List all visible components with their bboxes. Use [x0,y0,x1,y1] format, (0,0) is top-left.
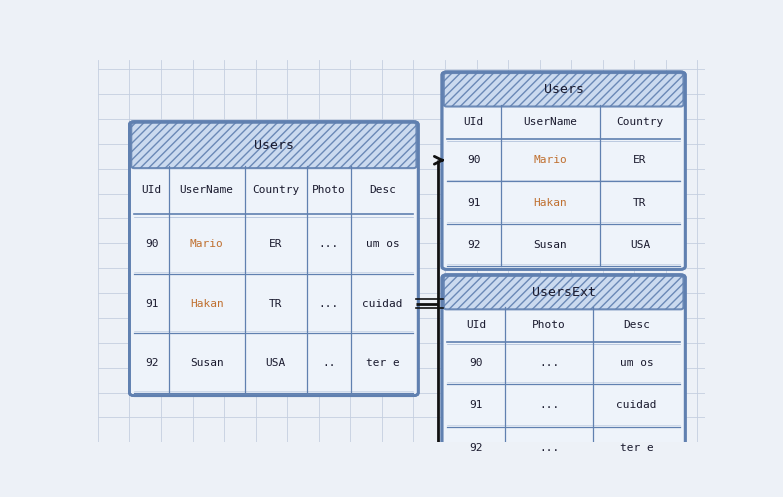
Text: TR: TR [269,299,283,309]
FancyBboxPatch shape [132,123,417,168]
Text: Photo: Photo [312,185,346,195]
Text: ER: ER [633,155,647,166]
Text: ter e: ter e [620,443,654,453]
FancyBboxPatch shape [444,276,684,309]
Text: Country: Country [252,185,299,195]
Text: 91: 91 [145,299,158,309]
Text: Photo: Photo [532,320,566,330]
Text: um os: um os [366,239,399,249]
Text: ...: ... [539,443,559,453]
Text: Desc: Desc [623,320,650,330]
Text: UserName: UserName [523,117,577,127]
Text: Mario: Mario [533,155,567,166]
Text: USA: USA [630,240,650,250]
Text: 90: 90 [145,239,158,249]
Text: ...: ... [319,299,339,309]
Text: ER: ER [269,239,283,249]
Text: UId: UId [142,185,161,195]
Text: ter e: ter e [366,358,399,368]
Text: Hakan: Hakan [533,198,567,208]
Text: ...: ... [319,239,339,249]
Text: UserName: UserName [179,185,233,195]
Text: um os: um os [620,358,654,368]
Text: Users: Users [254,139,294,152]
Text: 92: 92 [145,358,158,368]
Text: 92: 92 [467,240,481,250]
Text: Country: Country [616,117,664,127]
FancyBboxPatch shape [442,275,685,472]
Text: ...: ... [539,358,559,368]
Text: TR: TR [633,198,647,208]
Text: UId: UId [464,117,484,127]
FancyBboxPatch shape [129,122,418,396]
Text: UId: UId [466,320,486,330]
Text: 91: 91 [467,198,481,208]
Text: ..: .. [323,358,336,368]
Text: 90: 90 [469,358,483,368]
Text: cuidad: cuidad [616,401,657,411]
FancyBboxPatch shape [444,73,684,106]
Text: Susan: Susan [533,240,567,250]
Text: Users: Users [543,83,583,96]
Text: UsersExt: UsersExt [532,286,596,299]
Text: Desc: Desc [369,185,396,195]
FancyBboxPatch shape [442,72,685,269]
Text: Mario: Mario [189,239,223,249]
Text: Hakan: Hakan [189,299,223,309]
Text: ...: ... [539,401,559,411]
Text: Susan: Susan [189,358,223,368]
Text: USA: USA [265,358,286,368]
Text: 90: 90 [467,155,481,166]
Text: 92: 92 [469,443,483,453]
Text: 91: 91 [469,401,483,411]
Text: cuidad: cuidad [363,299,402,309]
